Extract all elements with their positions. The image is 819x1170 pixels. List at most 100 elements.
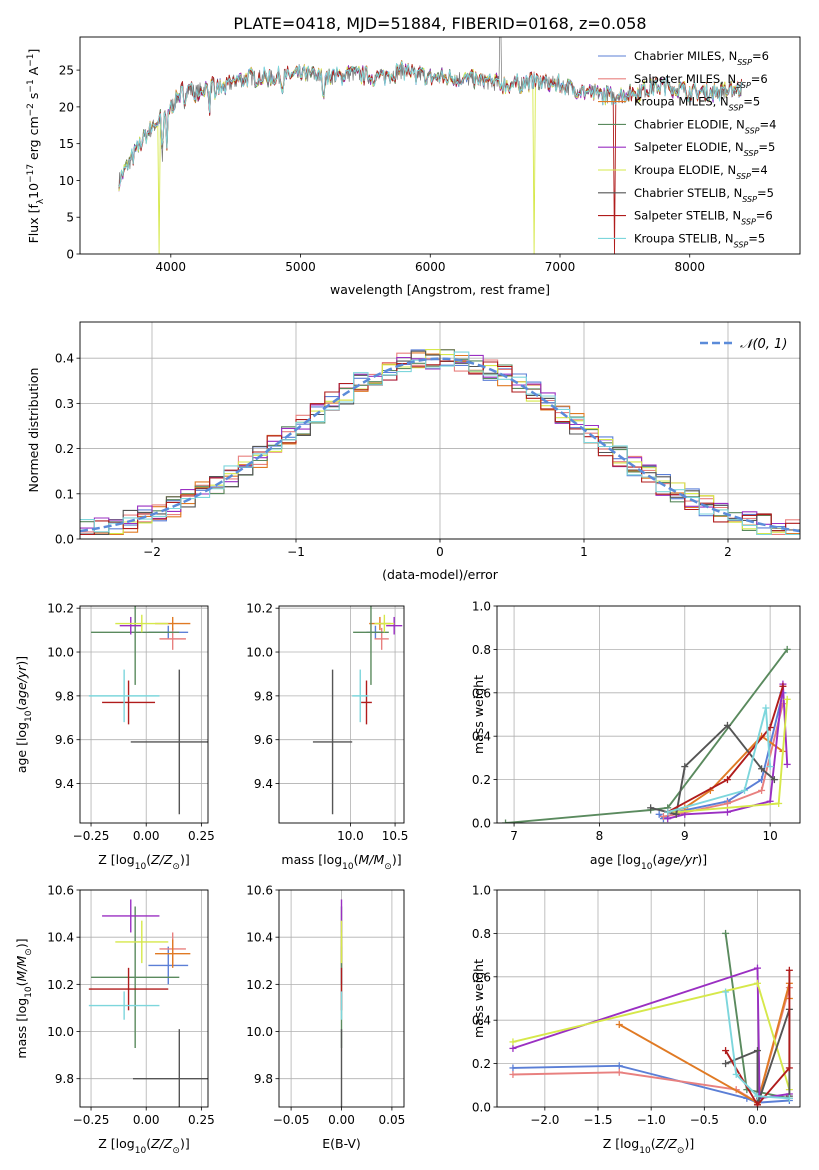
weight-marker: [753, 1047, 761, 1055]
legend-entry: Salpeter STELIB, NSSP=6: [634, 209, 773, 227]
legend-entry: Chabrier STELIB, NSSP=5: [634, 186, 774, 204]
y-tick-label: 0.0: [472, 1101, 491, 1115]
x-tick-label: 1: [580, 545, 588, 559]
y-axis-label: mass weight: [471, 959, 486, 1038]
mass-vs-metallicity-panel: −0.25 0.00 0.25 9.8 10.0 10.2 10.4 10.6 Z [log10…: [14, 884, 215, 1157]
weight-marker: [783, 760, 791, 768]
weight-marker: [723, 776, 731, 784]
errorbar-point: [353, 606, 389, 685]
histogram-chabrier-stelib: [80, 350, 800, 536]
legend-entry: Chabrier ELODIE, NSSP=4: [634, 117, 776, 135]
weight-marker: [664, 815, 672, 823]
y-axis-label: Normed distribution: [26, 368, 41, 493]
axes-frame: [79, 321, 801, 540]
plot-area: [80, 349, 800, 536]
legend-entry: Salpeter ELODIE, NSSP=5: [634, 140, 775, 158]
errorbar-point: [115, 920, 169, 964]
age-vs-mass-panel: 10.0 10.5 9.4 9.6 9.8 10.0 10.2 mass [log10(M/M…: [246, 602, 409, 872]
y-tick-label: 10.4: [246, 931, 273, 945]
weight-marker: [722, 988, 730, 996]
weight-marker: [655, 810, 663, 818]
y-tick-label: 0.6: [472, 970, 491, 984]
x-tick-label: −1.5: [583, 1113, 612, 1127]
errorbar-point: [361, 680, 372, 725]
age-vs-metallicity-panel: −0.25 0.00 0.25 9.4 9.6 9.8 10.0 10.2 Z [log10(Z…: [14, 602, 215, 872]
weight-marker: [723, 721, 731, 729]
y-tick-label: 9.8: [254, 1072, 273, 1086]
weight-marker: [762, 704, 770, 712]
x-tick-label: −1.0: [637, 1113, 666, 1127]
y-tick-label: 10.2: [47, 978, 74, 992]
x-axis-label: Z [log10(Z/Z⊙)]: [98, 1136, 189, 1156]
weight-marker: [758, 786, 766, 794]
y-tick-label: 10: [59, 174, 74, 188]
x-tick-label: 0.0: [748, 1113, 767, 1127]
x-tick-label: 10: [762, 829, 777, 843]
x-tick-label: −1: [287, 545, 305, 559]
plot-area: [88, 606, 208, 815]
errorbar-point: [132, 1029, 208, 1107]
errorbar-point: [102, 680, 156, 725]
weight-marker: [753, 964, 761, 972]
errorbar-point: [155, 939, 191, 968]
y-tick-label: 0.4: [472, 730, 491, 744]
weight-marker: [785, 1094, 793, 1102]
residuals-panel: −2 −1 0 1 2 0.0 0.1 0.2 0.3 0.4 𝒩(0, 1) (data-model…: [26, 321, 801, 582]
weight-line-kroupa-stelib: [724, 991, 790, 1100]
y-axis-label: mass [log10(M/M⊙)]: [14, 938, 34, 1058]
x-tick-label: 10.5: [382, 829, 409, 843]
y-tick-label: 10.6: [246, 884, 273, 898]
y-tick-label: 0.0: [472, 817, 491, 831]
weight-marker: [758, 765, 766, 773]
errorbar-point: [148, 946, 189, 985]
errorbar-point: [130, 669, 208, 815]
y-tick-label: 0.8: [472, 643, 491, 657]
y-tick-label: 0: [66, 248, 74, 262]
axes-frame: [496, 605, 801, 824]
weight-marker: [722, 1060, 730, 1068]
histogram-salpeter-stelib: [80, 360, 800, 536]
x-tick-label: 0.05: [379, 1113, 406, 1127]
legend-entry: Kroupa STELIB, NSSP=5: [634, 231, 765, 249]
axes-frame: [79, 889, 209, 1108]
axes-frame: [79, 36, 801, 255]
y-tick-label: 10.0: [47, 646, 74, 660]
weight-line-chabrier-stelib: [650, 724, 776, 816]
weight-marker: [785, 966, 793, 974]
weight-marker: [509, 1070, 517, 1078]
weight-marker: [753, 979, 761, 987]
x-tick-label: 0: [436, 545, 444, 559]
grid-lines: [80, 606, 208, 823]
axes-frame: [79, 605, 209, 824]
weight-line-salpeter-stelib: [667, 686, 784, 813]
y-tick-label: 10.6: [47, 884, 74, 898]
y-tick-label: 0.8: [472, 927, 491, 941]
x-tick-label: 0.25: [188, 829, 215, 843]
grid-lines: [80, 889, 208, 1107]
legend-entry: Chabrier MILES, NSSP=6: [634, 49, 769, 67]
axes-frame: [496, 889, 801, 1108]
y-tick-label: 10.2: [246, 978, 273, 992]
y-tick-label: 25: [59, 64, 74, 78]
grid-lines: [497, 605, 800, 824]
spectrum-panel: 4000 5000 6000 7000 8000 0 5 10 15 20 25 Chabrier M…: [26, 36, 801, 297]
x-tick-label: −2: [143, 545, 161, 559]
y-tick-label: 5: [66, 211, 74, 225]
y-tick-label: 0.1: [55, 487, 74, 501]
legend-entry: Kroupa MILES, NSSP=5: [634, 95, 760, 113]
plot-area: [502, 645, 791, 823]
weight-marker: [664, 808, 672, 816]
errorbar-point: [102, 899, 160, 933]
x-tick-label: 6000: [415, 260, 446, 274]
x-tick-label: −0.5: [690, 1113, 719, 1127]
legend-entry: Kroupa ELODIE, NSSP=4: [634, 163, 768, 181]
weight-marker: [779, 682, 787, 690]
y-tick-label: 0.6: [472, 686, 491, 700]
x-tick-label: 4000: [156, 260, 187, 274]
x-axis-label: wavelength [Angstrom, rest frame]: [330, 282, 550, 297]
y-tick-label: 0.2: [472, 1057, 491, 1071]
plot-area: [118, 37, 743, 254]
y-tick-label: 9.4: [55, 777, 74, 791]
x-tick-label: −2.0: [530, 1113, 559, 1127]
